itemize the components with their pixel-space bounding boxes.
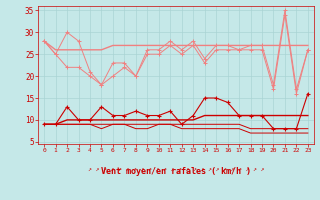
X-axis label: Vent moyen/en rafales ( km/h ): Vent moyen/en rafales ( km/h ) bbox=[101, 167, 251, 176]
Text: ↗ ↗ ↗ ↗ ↗ ↗ ↗ ↗ ↗ ↗ ↗ ↗ ↗ ↗ ↗ ↗ ↗ ↗ ↗ ↗ ↗ ↗ ↗ ↗: ↗ ↗ ↗ ↗ ↗ ↗ ↗ ↗ ↗ ↗ ↗ ↗ ↗ ↗ ↗ ↗ ↗ ↗ ↗ ↗ … bbox=[88, 166, 264, 171]
